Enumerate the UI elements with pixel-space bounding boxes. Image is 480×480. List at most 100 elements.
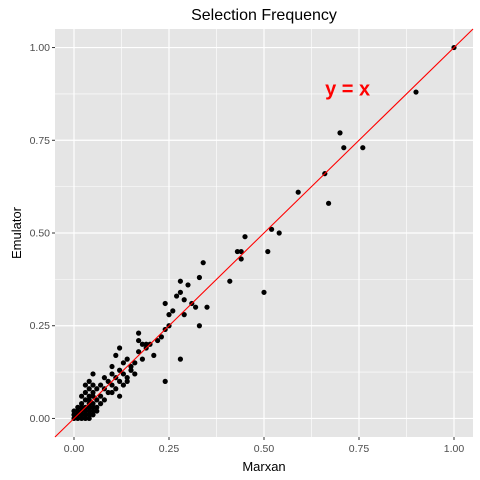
data-point [326,200,332,206]
y-axis-ticks: 0.00 0.25 0.50 0.75 1.00 [30,42,55,425]
data-point [98,382,104,388]
data-point [109,382,115,388]
data-point [75,404,81,410]
data-point [82,415,88,422]
data-point [79,401,85,407]
data-point [162,300,168,307]
data-point [79,393,85,399]
data-point [86,378,92,384]
data-point [196,323,202,329]
data-point [128,367,134,373]
data-point [90,408,96,414]
data-point [124,378,130,384]
x-tick-label: 0.75 [349,443,370,455]
y-tick-label: 0.00 [30,413,51,425]
data-point [79,412,85,418]
data-point [132,360,138,366]
x-tick-label: 0.00 [64,443,85,455]
reference-line [54,28,474,438]
data-point [94,386,100,392]
data-point [360,145,366,151]
data-point [113,386,119,392]
data-point [143,341,149,347]
data-point [94,397,100,403]
data-point [109,371,115,377]
data-point [82,389,88,396]
data-point [86,412,92,418]
data-point [227,278,233,284]
data-point [109,363,115,370]
data-point [124,356,130,362]
x-tick-label: 0.50 [254,443,275,455]
data-point [82,408,88,414]
y-tick-label: 0.75 [30,135,51,147]
data-point [94,404,100,410]
data-point [261,289,267,295]
data-point [86,404,92,410]
x-axis-title: Marxan [242,459,285,474]
y-tick-label: 0.50 [30,228,51,240]
data-point [86,415,92,422]
data-point [79,404,85,410]
data-point [94,408,100,414]
data-point [90,382,96,388]
data-point [132,371,138,377]
data-point [86,393,92,399]
data-point [242,234,248,240]
data-point [269,226,275,232]
data-point [98,401,104,407]
data-point [90,401,96,407]
data-point [238,248,244,255]
data-point [166,312,172,318]
data-point [295,189,301,195]
data-point [86,408,92,414]
data-point [98,393,104,399]
data-point [204,304,210,310]
data-point [124,375,130,381]
data-point [155,337,161,344]
data-point [90,371,96,377]
data-point [82,397,88,403]
data-point [117,378,123,384]
data-point [177,356,183,362]
data-point [158,334,164,340]
data-point [238,256,244,262]
data-point [174,293,180,299]
data-point [90,389,96,396]
chart-title: Selection Frequency [191,7,337,24]
data-point [337,130,343,136]
data-point [75,408,81,414]
data-point [113,352,119,358]
data-point [177,289,183,295]
data-point [117,345,123,351]
y-axis-title: Emulator [9,206,24,259]
data-point [71,412,77,418]
y-tick-label: 1.00 [30,42,51,54]
data-point [177,278,183,284]
data-point [139,356,145,362]
data-point [139,341,145,347]
data-point [82,382,88,388]
data-point [193,304,199,310]
data-point [86,386,92,392]
data-point [136,337,142,344]
data-point [170,308,176,314]
data-point [120,371,126,377]
annotation-y-equals-x: y = x [325,78,370,100]
data-point [413,89,419,95]
data-point [90,393,96,399]
data-point [341,145,347,151]
data-point [151,352,157,358]
data-point [200,260,206,266]
data-point [117,367,123,373]
x-tick-label: 1.00 [444,443,465,455]
data-point [120,382,126,388]
data-point [90,412,96,418]
data-point [185,282,191,288]
data-point [82,412,88,418]
data-point [109,389,115,396]
data-point [136,330,142,336]
data-point [86,397,92,403]
data-point [136,349,142,355]
